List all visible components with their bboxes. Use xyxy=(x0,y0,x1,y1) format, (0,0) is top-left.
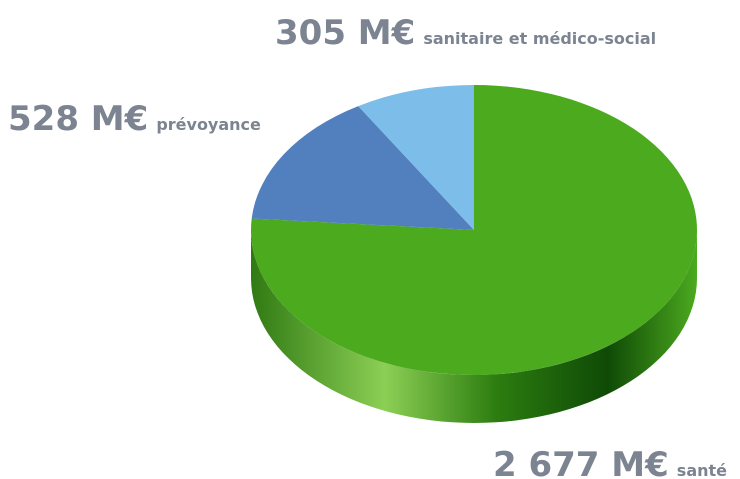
slice-category-label: sanitaire et médico-social xyxy=(423,29,656,48)
labels: 2 677 M€ santé 528 M€ prévoyance 305 M€ sanit… xyxy=(8,13,727,479)
slice-value-label: 528 M€ xyxy=(8,99,148,139)
pie-side xyxy=(251,230,697,423)
slice-category-label: santé xyxy=(677,461,727,479)
pie xyxy=(251,85,698,423)
slice-value-label: 2 677 M€ xyxy=(493,445,669,479)
slice-label: 528 M€ prévoyance xyxy=(8,99,261,139)
slice-label: 305 M€ sanitaire et médico-social xyxy=(275,13,656,53)
pie-slice xyxy=(251,85,698,375)
pie-slice xyxy=(251,106,474,230)
slice-value-label: 305 M€ xyxy=(275,13,415,53)
pie-slice xyxy=(358,85,474,230)
slice-label: 2 677 M€ santé xyxy=(493,445,727,479)
slice-category-label: prévoyance xyxy=(156,115,261,134)
